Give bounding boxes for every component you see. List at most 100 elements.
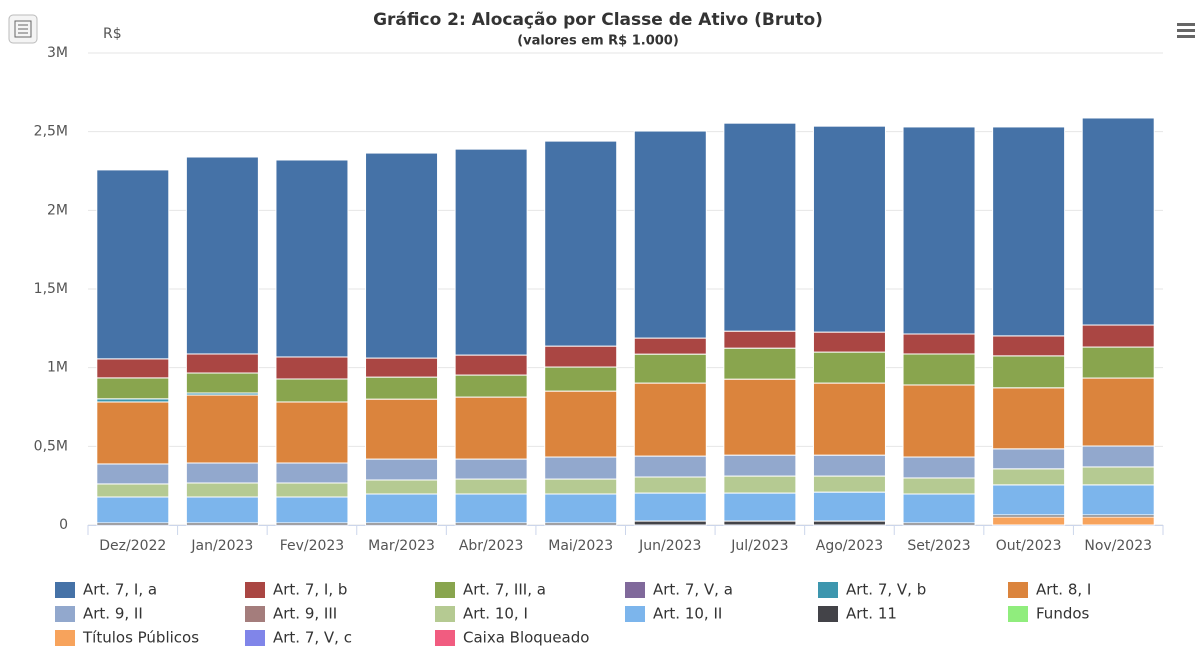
legend-label: Art. 7, I, a bbox=[83, 581, 157, 599]
x-tick-label: Jul/2023 bbox=[730, 538, 788, 554]
bar-segment bbox=[992, 126, 1066, 337]
bar-segment bbox=[902, 384, 976, 458]
bar-segment bbox=[454, 478, 528, 495]
bar-segment bbox=[902, 126, 976, 335]
bar-segment bbox=[992, 484, 1066, 516]
bar-segment bbox=[723, 454, 797, 477]
y-axis-title: R$ bbox=[103, 26, 122, 42]
bar-segment bbox=[812, 351, 886, 384]
legend-swatch bbox=[625, 606, 645, 622]
legend-label: Art. 10, II bbox=[653, 605, 722, 623]
bar-segment bbox=[96, 377, 170, 400]
x-tick-label: Dez/2022 bbox=[99, 538, 166, 554]
bar-segment bbox=[723, 378, 797, 456]
bar-segment bbox=[185, 462, 259, 484]
bar-segment bbox=[275, 401, 349, 464]
bar-segment bbox=[454, 374, 528, 398]
legend-swatch bbox=[245, 582, 265, 598]
bar-segment bbox=[185, 496, 259, 524]
bar-segment bbox=[723, 330, 797, 349]
bar-segment bbox=[992, 516, 1066, 526]
legend-label: Art. 7, III, a bbox=[463, 581, 546, 599]
bar-segment bbox=[992, 335, 1066, 357]
legend-swatch bbox=[55, 630, 75, 646]
bar-segment bbox=[812, 491, 886, 522]
legend-label: Fundos bbox=[1036, 605, 1090, 623]
legend-label: Art. 7, V, c bbox=[273, 629, 352, 647]
bar-segment bbox=[275, 496, 349, 524]
x-tick-label: Nov/2023 bbox=[1084, 538, 1152, 554]
legend-swatch bbox=[245, 606, 265, 622]
bar-segment bbox=[96, 169, 170, 360]
bar-segment bbox=[633, 476, 707, 494]
x-tick-label: Jun/2023 bbox=[638, 538, 701, 554]
chart-title: Gráfico 2: Alocação por Classe de Ativo … bbox=[373, 10, 823, 30]
bar-segment bbox=[275, 356, 349, 380]
y-tick-label: 0 bbox=[59, 517, 68, 533]
bar-segment bbox=[812, 331, 886, 353]
bar-segment bbox=[633, 130, 707, 339]
bar-segment bbox=[812, 475, 886, 493]
legend-label: Art. 9, III bbox=[273, 605, 337, 623]
legend-swatch bbox=[435, 582, 455, 598]
bar-segment bbox=[902, 456, 976, 479]
bar-segment bbox=[275, 482, 349, 498]
bar-segment bbox=[185, 353, 259, 374]
legend-swatch bbox=[818, 582, 838, 598]
bar-segment bbox=[723, 475, 797, 494]
chart-subtitle: (valores em R$ 1.000) bbox=[517, 34, 679, 49]
legend-label: Art. 7, I, b bbox=[273, 581, 347, 599]
x-tick-label: Set/2023 bbox=[907, 538, 970, 554]
y-tick-label: 1,5M bbox=[34, 281, 68, 297]
bar-segment bbox=[185, 482, 259, 498]
legend-label: Art. 11 bbox=[846, 605, 897, 623]
bar-segment bbox=[1081, 516, 1155, 526]
bar-segment bbox=[96, 483, 170, 498]
bar-segment bbox=[723, 492, 797, 522]
bar-segment bbox=[902, 333, 976, 355]
bar-segment bbox=[544, 456, 618, 480]
legend-label: Art. 10, I bbox=[463, 605, 528, 623]
bar-segment bbox=[275, 462, 349, 484]
legend-label: Art. 7, V, a bbox=[653, 581, 733, 599]
legend-label: Títulos Públicos bbox=[82, 629, 199, 647]
bar-segment bbox=[185, 372, 259, 394]
bar-segment bbox=[544, 390, 618, 458]
bar-segment bbox=[1081, 445, 1155, 468]
bar-segment bbox=[454, 458, 528, 480]
x-tick-label: Mai/2023 bbox=[548, 538, 613, 554]
legend-swatch bbox=[55, 582, 75, 598]
x-tick-label: Out/2023 bbox=[996, 538, 1062, 554]
bar-segment bbox=[812, 382, 886, 456]
bar-segment bbox=[185, 394, 259, 464]
y-tick-label: 1M bbox=[47, 360, 68, 376]
bar-segment bbox=[96, 358, 170, 379]
bar-segment bbox=[992, 387, 1066, 450]
x-tick-label: Abr/2023 bbox=[459, 538, 524, 554]
menu-icon[interactable] bbox=[1177, 23, 1195, 38]
bar-segment bbox=[365, 493, 439, 524]
context-button[interactable] bbox=[8, 14, 38, 44]
bar-segment bbox=[365, 398, 439, 460]
bar-segment bbox=[633, 382, 707, 457]
bar-segment bbox=[723, 520, 797, 526]
bar-segment bbox=[1081, 324, 1155, 348]
bar-segment bbox=[902, 493, 976, 524]
bar-segment bbox=[185, 156, 259, 355]
bar-segment bbox=[902, 477, 976, 495]
y-tick-label: 2M bbox=[47, 202, 68, 218]
bar-segment bbox=[544, 478, 618, 495]
bar-segment bbox=[633, 337, 707, 355]
x-tick-label: Fev/2023 bbox=[280, 538, 345, 554]
legend-label: Art. 9, II bbox=[83, 605, 143, 623]
bar-segment bbox=[812, 520, 886, 526]
legend-swatch bbox=[435, 630, 455, 646]
bar-segment bbox=[365, 458, 439, 481]
bar-segment bbox=[365, 376, 439, 400]
bar-segment bbox=[544, 140, 618, 347]
bar-segment bbox=[544, 493, 618, 524]
bar-segment bbox=[1081, 117, 1155, 326]
bar-segment bbox=[992, 448, 1066, 470]
y-tick-label: 0,5M bbox=[34, 438, 68, 454]
bar-segment bbox=[454, 354, 528, 376]
